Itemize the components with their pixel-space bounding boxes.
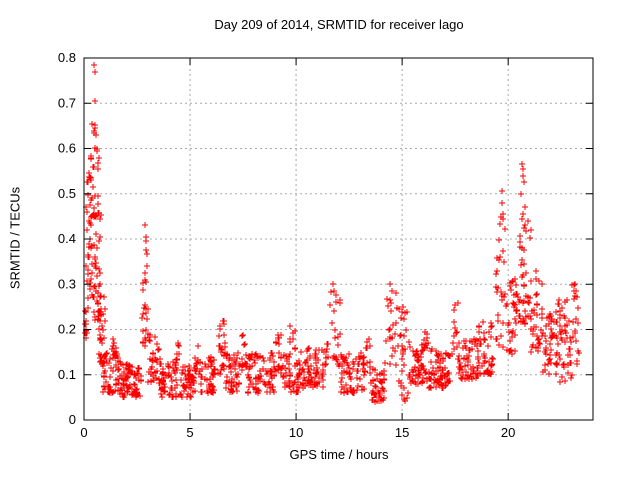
x-tick-label-5: 5 bbox=[186, 425, 193, 440]
x-tick-label-15: 15 bbox=[395, 425, 409, 440]
y-tick-label-0.7: 0.7 bbox=[58, 95, 76, 110]
y-tick-label-0.4: 0.4 bbox=[58, 231, 76, 246]
x-tick-label-10: 10 bbox=[289, 425, 303, 440]
chart-title: Day 209 of 2014, SRMTID for receiver lag… bbox=[214, 17, 464, 32]
y-axis-title: SRMTID / TECUs bbox=[7, 186, 23, 290]
y-tick-label-0.1: 0.1 bbox=[58, 367, 76, 382]
y-tick-label-0.3: 0.3 bbox=[58, 276, 76, 291]
y-tick-label-0.2: 0.2 bbox=[58, 322, 76, 337]
plot-border bbox=[83, 57, 594, 421]
x-axis-title: GPS time / hours bbox=[289, 447, 389, 462]
x-tick-label-0: 0 bbox=[80, 425, 87, 440]
data-points bbox=[82, 62, 582, 405]
y-tick-label-0.8: 0.8 bbox=[58, 50, 76, 65]
x-tick-label-20: 20 bbox=[501, 425, 515, 440]
y-tick-label-0.6: 0.6 bbox=[58, 141, 76, 156]
y-tick-label-0: 0 bbox=[69, 412, 76, 427]
y-tick-label-0.5: 0.5 bbox=[58, 186, 76, 201]
